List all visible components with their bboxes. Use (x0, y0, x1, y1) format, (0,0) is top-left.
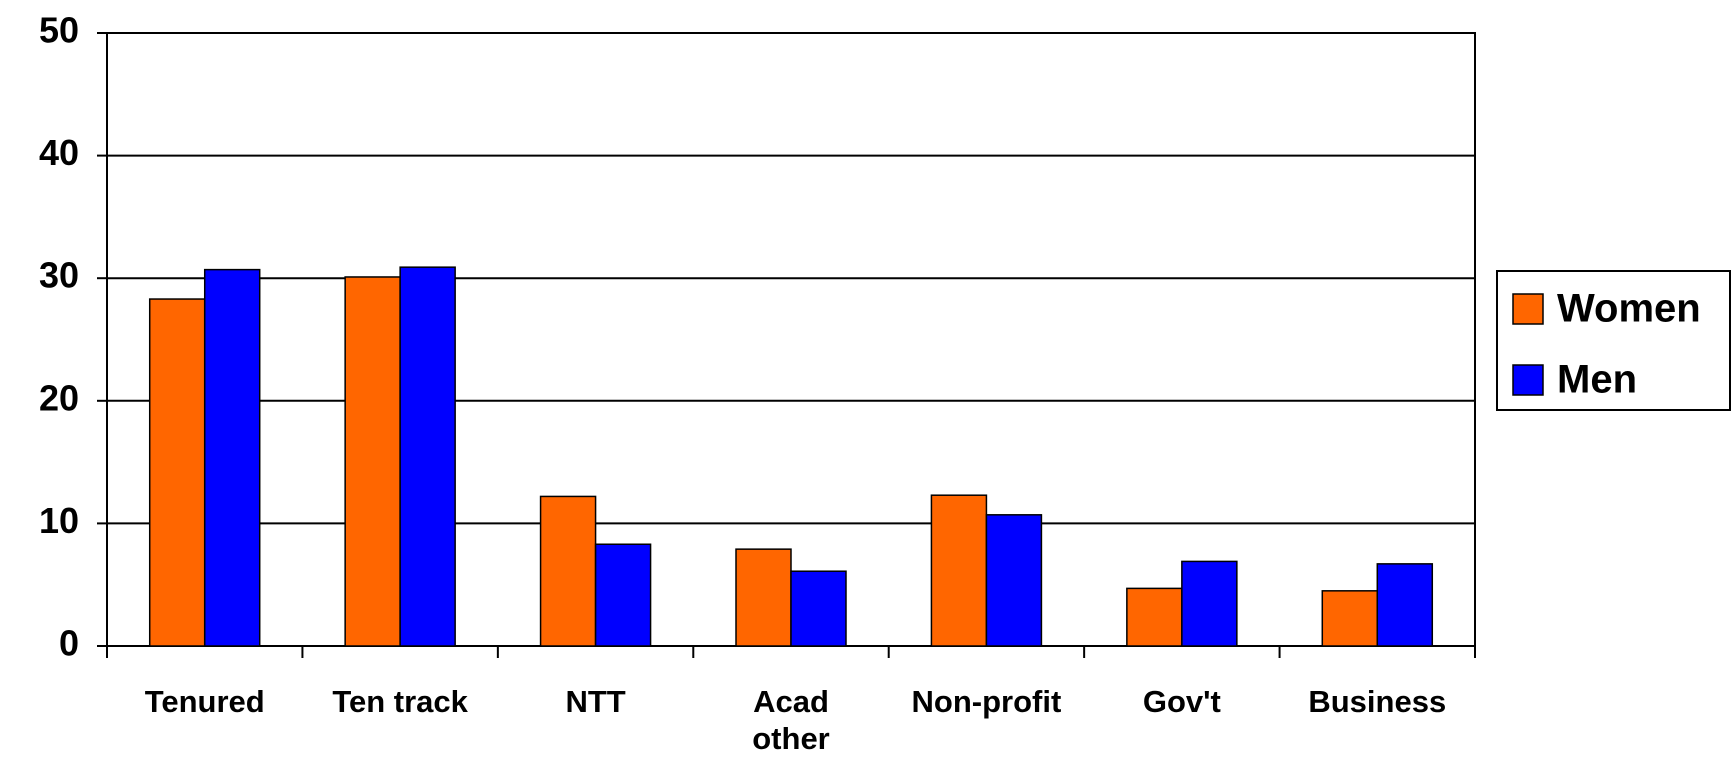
legend-swatch (1512, 293, 1544, 325)
bar (790, 570, 847, 647)
bar (594, 543, 652, 647)
bar (1376, 563, 1434, 647)
y-tick-label: 30 (39, 255, 79, 296)
x-tick-label: Non-profit (912, 684, 1062, 719)
x-tick-label: Gov't (1143, 684, 1221, 719)
legend-label: Women (1557, 287, 1701, 331)
y-tick-label: 50 (39, 10, 79, 51)
legend-swatch (1512, 364, 1544, 396)
bar (1181, 560, 1238, 647)
y-tick-label: 40 (39, 132, 79, 173)
bar (148, 298, 206, 647)
bar (1126, 587, 1183, 647)
y-tick-label: 20 (39, 377, 79, 418)
bar (1321, 590, 1379, 647)
x-tick-label: NTT (565, 684, 625, 719)
x-tick-label: Ten track (332, 684, 468, 719)
bar (539, 495, 597, 647)
bar (344, 276, 401, 647)
x-tick-label: Acad other (752, 684, 830, 756)
bar (203, 268, 261, 647)
bar (735, 548, 792, 647)
bar (985, 514, 1043, 647)
x-tick-label: Tenured (145, 684, 265, 719)
x-tick-label: Business (1308, 684, 1446, 719)
bar (399, 266, 456, 647)
y-tick-label: 10 (39, 500, 79, 541)
y-tick-label: 0 (59, 623, 79, 664)
bar (930, 494, 988, 647)
legend-label: Men (1557, 358, 1637, 402)
